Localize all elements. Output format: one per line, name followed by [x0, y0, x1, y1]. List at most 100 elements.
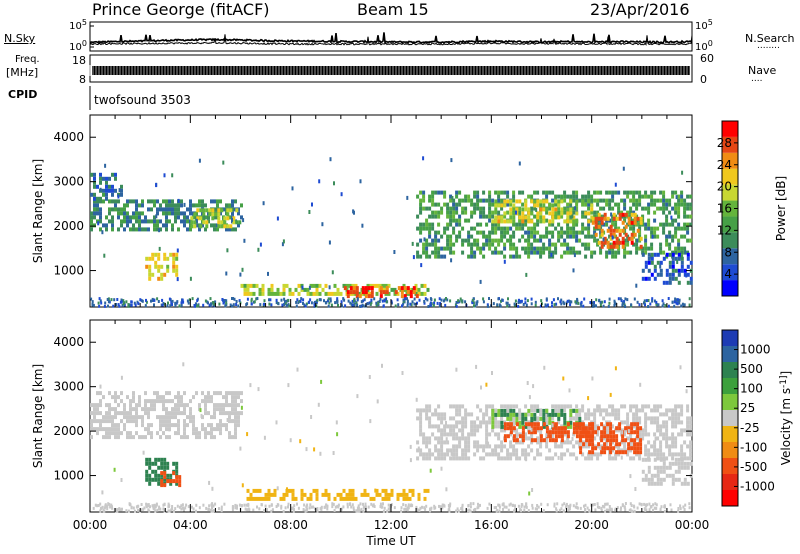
power-cell	[172, 264, 176, 269]
power-ground-cell	[259, 303, 262, 307]
power-ground-cell	[122, 299, 125, 303]
velocity-speckle-cell	[587, 396, 590, 401]
power-cell	[211, 212, 215, 217]
velocity-ground-cell	[356, 509, 359, 513]
power-cell	[93, 192, 96, 197]
power-cell	[560, 234, 564, 239]
power-cell	[223, 216, 227, 221]
velocity-ground-cell	[270, 509, 273, 513]
velocity-cell	[668, 461, 672, 466]
power-ground-cell	[688, 303, 691, 307]
power-speckle-cell	[573, 253, 576, 258]
power-cell	[599, 206, 603, 211]
power-cell	[569, 230, 573, 235]
velocity-cell	[234, 431, 237, 436]
velocity-cell	[449, 428, 453, 433]
velocity-cell	[102, 435, 105, 440]
power-cell	[557, 215, 561, 220]
velocity-cell	[633, 422, 637, 427]
power-cell	[686, 252, 690, 257]
power-cell	[297, 283, 301, 288]
power-cell	[434, 210, 438, 215]
power-cell	[234, 227, 237, 232]
nave-right-tick: 0	[700, 73, 707, 86]
velocity-cell	[533, 422, 537, 427]
velocity-cell	[416, 440, 420, 445]
power-cell	[431, 242, 435, 247]
power-cell	[449, 198, 453, 203]
velocity-cell	[596, 404, 600, 409]
power-cell	[594, 216, 598, 221]
power-cell	[671, 218, 675, 223]
velocity-speckle-cell	[356, 394, 359, 399]
velocity-cell	[183, 407, 186, 412]
power-cell	[479, 250, 483, 255]
velocity-cell	[174, 431, 177, 436]
power-cell	[680, 268, 684, 273]
power-cell	[615, 244, 619, 249]
velocity-cell	[461, 420, 465, 425]
power-cell	[361, 290, 365, 295]
velocity-cell	[575, 426, 579, 431]
power-cell	[548, 250, 552, 255]
power-cell	[93, 207, 96, 212]
power-cell	[554, 211, 558, 216]
power-cell	[419, 238, 423, 243]
power-ground-cell	[334, 301, 337, 305]
power-cell	[385, 290, 389, 295]
velocity-ground-cell	[605, 508, 608, 512]
velocity-cell	[177, 395, 180, 400]
velocity-ground-cell	[143, 506, 146, 510]
velocity-speckle-cell	[620, 455, 623, 460]
velocity-cell	[204, 407, 207, 412]
power-ground-cell	[140, 299, 143, 303]
power-ground-cell	[423, 301, 426, 305]
power-cell	[560, 211, 564, 216]
velocity-ground-cell	[364, 505, 367, 509]
power-cell	[662, 206, 666, 211]
power-ground-cell	[256, 297, 259, 300]
velocity-cell	[171, 407, 174, 412]
velocity-cell	[213, 411, 216, 416]
power-cell	[512, 211, 516, 216]
velocity-cell	[148, 457, 152, 462]
velocity-cell	[126, 419, 129, 424]
power-cell	[503, 234, 507, 239]
velocity-cell	[428, 456, 432, 461]
power-ground-cell	[209, 297, 212, 301]
nsearch-dots: ........	[757, 41, 780, 51]
velocity-ground-cell	[527, 509, 530, 512]
power-speckle-cell	[158, 228, 161, 233]
velocity-cell	[569, 408, 573, 413]
velocity-cell	[166, 465, 170, 470]
power-cell	[352, 290, 356, 295]
velocity-cell	[603, 442, 607, 447]
nsky-line	[90, 32, 693, 45]
velocity-ground-cell	[184, 506, 187, 510]
power-cell	[545, 210, 549, 215]
velocity-ground-cell	[448, 509, 451, 513]
velocity-cell	[542, 412, 546, 417]
velocity-cell	[246, 488, 250, 493]
velocity-cell	[105, 411, 108, 416]
power-cell	[428, 226, 432, 231]
velocity-cell	[108, 419, 111, 424]
velocity-cell	[566, 440, 570, 445]
power-cell	[656, 198, 660, 203]
power-cell	[270, 291, 274, 296]
power-cell	[584, 211, 588, 216]
power-cell	[590, 210, 594, 215]
velocity-cell	[452, 404, 456, 409]
velocity-cell	[443, 428, 447, 433]
velocity-ground-cell	[563, 502, 566, 506]
velocity-ground-cell	[212, 504, 215, 508]
velocity-cell	[582, 430, 586, 435]
power-cell	[408, 287, 412, 292]
power-ground-cell	[442, 299, 445, 303]
power-cell	[491, 242, 495, 247]
power-cell	[455, 238, 459, 243]
power-cell	[412, 290, 416, 295]
velocity-cell	[596, 428, 600, 433]
velocity-ground-cell	[379, 505, 382, 508]
velocity-cell	[521, 416, 525, 421]
